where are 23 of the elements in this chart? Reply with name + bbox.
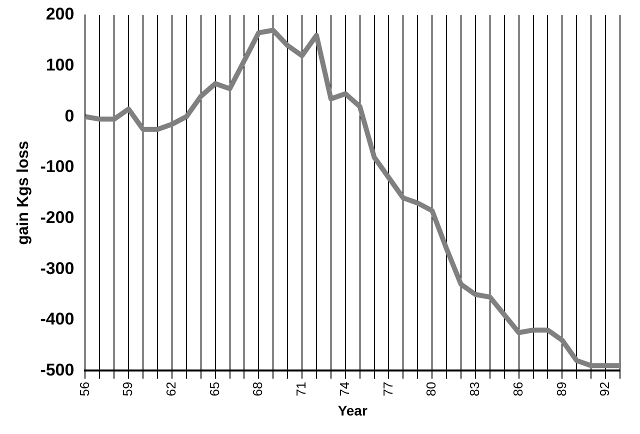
x-tick-label: 74 xyxy=(336,382,352,396)
y-axis-title: gain Kgs loss xyxy=(15,140,32,245)
x-tick-label: 80 xyxy=(424,382,439,396)
y-tick-label: -300 xyxy=(40,258,74,278)
x-axis-title: Year xyxy=(338,402,368,418)
x-tick-label: 59 xyxy=(120,382,136,396)
y-tick-label: 0 xyxy=(64,106,74,126)
x-tick-label: 68 xyxy=(250,382,266,396)
x-tick-label: 86 xyxy=(510,382,526,396)
x-tick-label: 83 xyxy=(467,382,482,396)
y-tick-label: -100 xyxy=(40,157,74,176)
x-tick-label: 71 xyxy=(294,382,309,396)
x-tick-label: 77 xyxy=(380,382,396,396)
x-tick-label: 89 xyxy=(554,382,569,396)
y-tick-label: 200 xyxy=(46,4,74,24)
y-tick-label: -200 xyxy=(40,208,74,227)
x-tick-label: 92 xyxy=(597,382,612,396)
x-tick-label: 65 xyxy=(206,382,222,396)
y-tick-label: -500 xyxy=(40,360,74,380)
x-tick-label: 56 xyxy=(76,382,92,396)
x-tick-label: 62 xyxy=(164,382,179,396)
y-tick-label: -400 xyxy=(40,310,74,329)
y-tick-label: 100 xyxy=(46,56,74,75)
